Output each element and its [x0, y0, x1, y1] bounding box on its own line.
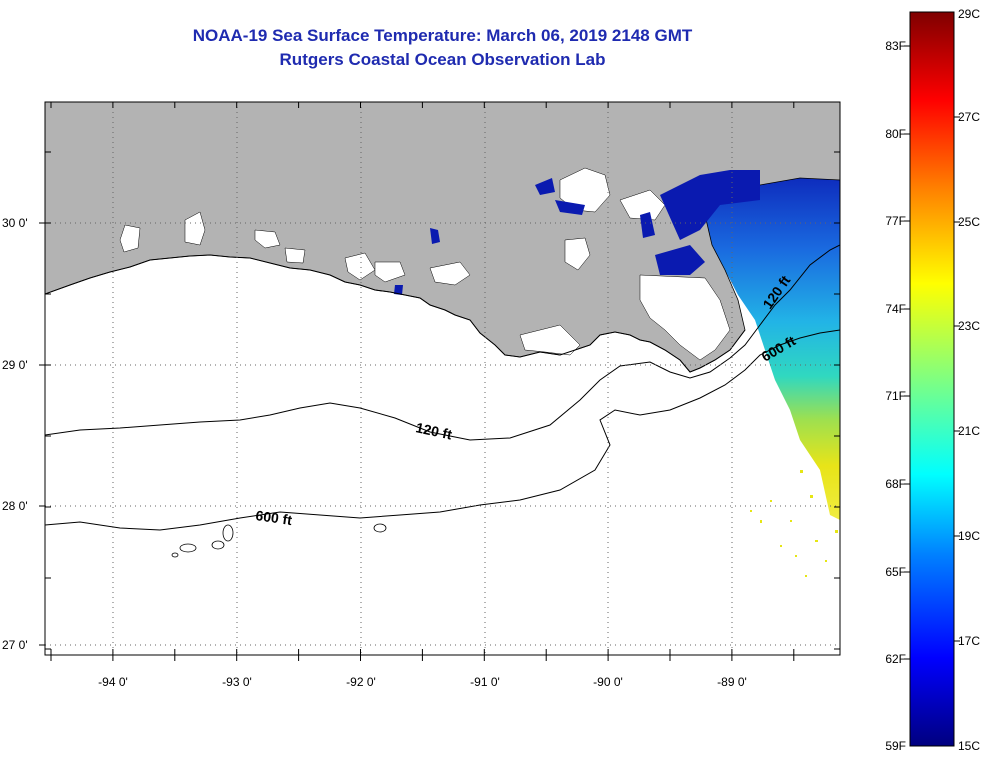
colorbar-ticks: [904, 45, 960, 660]
lon-label: -90 0': [593, 675, 623, 689]
colorbar-c-label: 29C: [958, 7, 980, 21]
lon-label: -92 0': [346, 675, 376, 689]
colorbar-f-label: 68F: [885, 477, 906, 491]
lat-label: 28 0': [2, 499, 28, 513]
axis-ticks: [39, 102, 840, 661]
colorbar-f-label: 62F: [885, 652, 906, 666]
colorbar-c-label: 27C: [958, 110, 980, 124]
lon-label: -94 0': [98, 675, 128, 689]
sst-water-patch: [700, 160, 840, 520]
contour-islands: [171, 523, 387, 558]
colorbar-c-label: 25C: [958, 215, 980, 229]
colorbar-c-label: 19C: [958, 529, 980, 543]
colorbar-f-label: 65F: [885, 565, 906, 579]
contour-600ft: [45, 329, 840, 531]
contour-label-west-600: 600 ft: [255, 507, 294, 528]
contour-120ft: [45, 244, 840, 441]
colorbar-f-label: 77F: [885, 214, 906, 228]
lat-label: 27 0': [2, 638, 28, 652]
map-subtitle: Rutgers Coastal Ocean Observation Lab: [279, 50, 606, 69]
colorbar-f-label: 71F: [885, 389, 906, 403]
colorbar-f-label: 59F: [885, 739, 906, 753]
lat-label: 29 0': [2, 358, 28, 372]
lon-label: -89 0': [717, 675, 747, 689]
coastline: [45, 254, 746, 373]
map-frame: [44, 101, 841, 656]
temperature-colorbar: [909, 11, 955, 747]
lat-label: 30 0': [2, 216, 28, 230]
colorbar-c-label: 23C: [958, 319, 980, 333]
sst-speckles: [750, 470, 838, 577]
contour-label-west-120: 120 ft: [414, 419, 453, 442]
colorbar-c-label: 21C: [958, 424, 980, 438]
colorbar-f-label: 83F: [885, 39, 906, 53]
lon-label: -91 0': [470, 675, 500, 689]
colorbar-c-label: 17C: [958, 634, 980, 648]
graticule: [45, 102, 840, 655]
colorbar-f-label: 80F: [885, 127, 906, 141]
map-title: NOAA-19 Sea Surface Temperature: March 0…: [192, 26, 693, 45]
colorbar-f-label: 74F: [885, 302, 906, 316]
lon-label: -93 0': [222, 675, 252, 689]
colorbar-c-label: 15C: [958, 739, 980, 753]
